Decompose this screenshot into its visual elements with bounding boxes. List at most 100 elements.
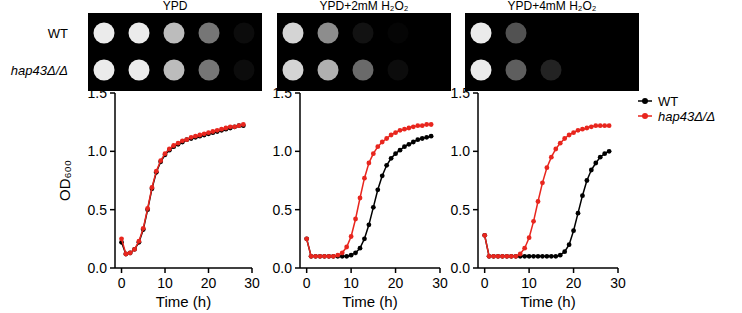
data-point [593,161,598,166]
plot-area [482,123,611,258]
data-point [304,236,309,241]
y-tick [473,92,478,94]
spot [541,60,562,81]
data-point [309,254,314,259]
strain-label: WT [48,26,68,41]
data-point [326,254,331,259]
y-tick-label: 1.0 [273,143,293,159]
x-tick [395,268,397,273]
data-point [576,211,581,216]
data-point [123,252,128,257]
x-tick [306,268,308,273]
data-point [496,254,501,259]
panel-title: YPD+2mM H₂O₂ [320,0,409,13]
data-point [584,178,589,183]
spot [199,23,220,44]
spot [164,60,185,81]
y-axis-label: OD₆₀₀ [56,160,73,201]
spot [234,23,255,44]
data-point [206,130,211,135]
y-tick-label: 1.5 [88,85,108,101]
data-point [358,196,363,201]
x-axis [115,267,252,269]
data-point [522,246,527,251]
data-point [313,254,318,259]
data-point [544,254,549,259]
spot [576,60,597,81]
data-point [119,236,124,241]
strain-label: hap43Δ/Δ [11,63,68,78]
data-point [366,222,371,227]
data-point [420,123,425,128]
data-point [558,253,563,258]
data-point [180,138,185,143]
data-point [137,239,142,244]
data-point [380,140,385,145]
data-point [344,245,349,250]
data-point [482,233,487,238]
data-point [598,123,603,128]
data-point [415,123,420,128]
data-point [322,254,327,259]
data-point [406,126,411,131]
data-point [553,147,558,152]
data-point [309,254,314,259]
spot [576,23,597,44]
data-point [331,254,336,259]
data-point [549,254,554,259]
x-tick-label: 30 [244,275,260,291]
series-line [485,151,609,256]
data-point [531,219,536,224]
spot [611,23,632,44]
x-tick [573,268,575,273]
data-point [141,226,146,231]
data-point [210,129,215,134]
x-tick [528,268,530,273]
plot-area [119,122,246,256]
chart: 0.00.51.01.50102030Time (h) [273,85,448,310]
data-point [326,254,331,259]
data-point [154,169,159,174]
spot [234,60,255,81]
data-point [123,252,128,257]
data-point [132,247,137,252]
data-point [398,148,403,153]
data-point [576,128,581,133]
x-tick-label: 10 [521,275,537,291]
data-point [375,144,380,149]
data-point [580,127,585,132]
y-tick [110,267,115,269]
y-tick [473,267,478,269]
data-point [491,254,496,259]
plate [465,13,639,91]
data-point [132,247,137,252]
x-tick-label: 30 [432,275,448,291]
data-point [366,161,371,166]
x-tick [439,268,441,273]
data-point [362,236,367,241]
y-axis [114,93,116,268]
x-tick [121,268,123,273]
x-axis-label: Time (h) [156,293,211,310]
data-point [340,250,345,255]
spot [199,60,220,81]
spot [471,60,492,81]
spot [353,23,374,44]
x-tick [617,268,619,273]
y-tick [110,209,115,211]
data-point [393,151,398,156]
data-point [380,173,385,178]
data-point [500,254,505,259]
data-point [602,151,607,156]
data-point [491,254,496,259]
spot [471,23,492,44]
data-point [145,206,150,211]
spot [506,60,527,81]
data-point [411,140,416,145]
data-point [415,137,420,142]
data-point [150,185,155,190]
data-point [527,235,532,240]
legend-label: WT [658,94,678,109]
data-point [580,193,585,198]
data-point [176,141,181,146]
